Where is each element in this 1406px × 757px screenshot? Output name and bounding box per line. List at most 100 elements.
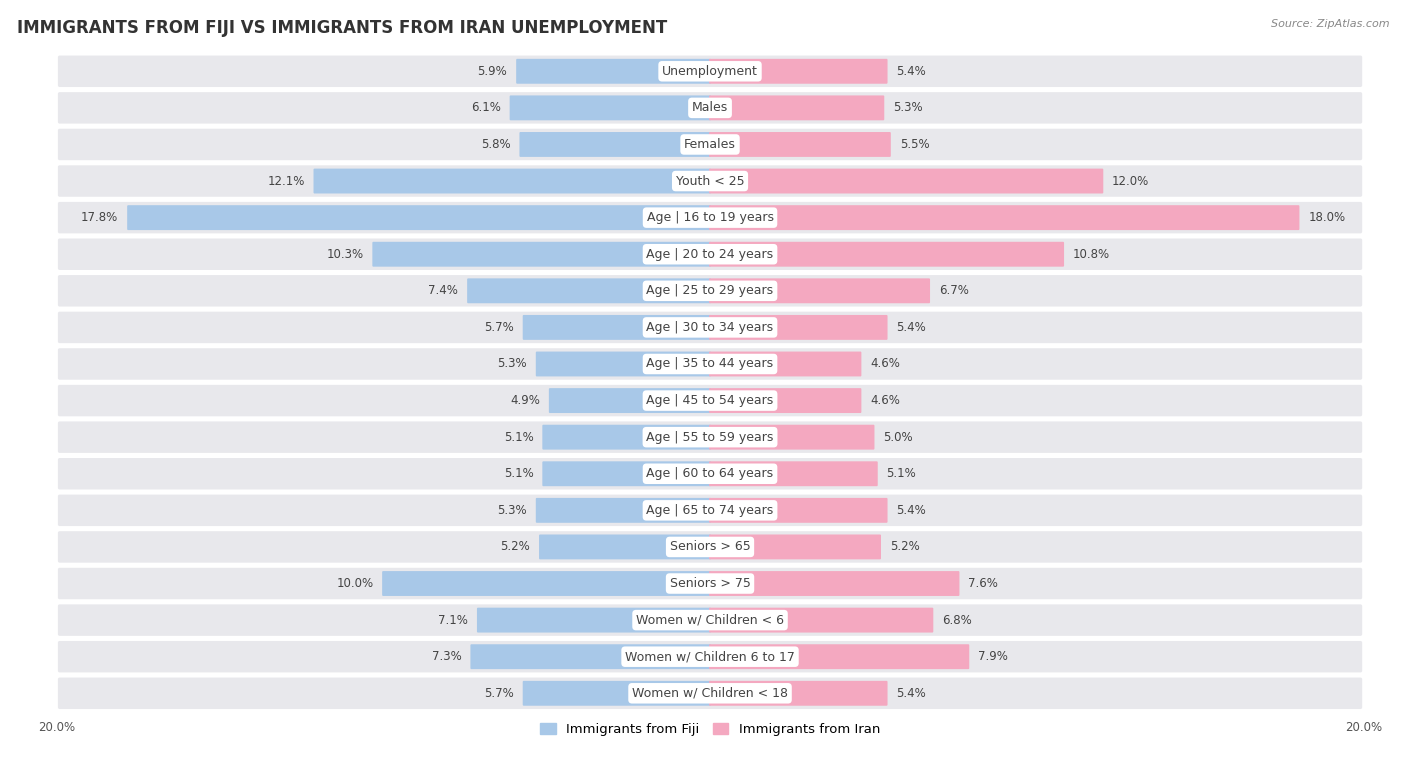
Text: Age | 16 to 19 years: Age | 16 to 19 years bbox=[647, 211, 773, 224]
FancyBboxPatch shape bbox=[58, 678, 1362, 709]
Text: 5.4%: 5.4% bbox=[897, 65, 927, 78]
Text: 5.4%: 5.4% bbox=[897, 504, 927, 517]
FancyBboxPatch shape bbox=[382, 571, 711, 596]
FancyBboxPatch shape bbox=[509, 95, 711, 120]
FancyBboxPatch shape bbox=[58, 604, 1362, 636]
FancyBboxPatch shape bbox=[471, 644, 711, 669]
Text: 5.1%: 5.1% bbox=[503, 431, 533, 444]
Text: IMMIGRANTS FROM FIJI VS IMMIGRANTS FROM IRAN UNEMPLOYMENT: IMMIGRANTS FROM FIJI VS IMMIGRANTS FROM … bbox=[17, 19, 666, 37]
FancyBboxPatch shape bbox=[314, 169, 711, 194]
FancyBboxPatch shape bbox=[58, 202, 1362, 233]
FancyBboxPatch shape bbox=[523, 681, 711, 706]
FancyBboxPatch shape bbox=[58, 568, 1362, 600]
Text: 5.8%: 5.8% bbox=[481, 138, 510, 151]
Text: Women w/ Children 6 to 17: Women w/ Children 6 to 17 bbox=[626, 650, 794, 663]
Text: 4.6%: 4.6% bbox=[870, 357, 900, 370]
FancyBboxPatch shape bbox=[709, 681, 887, 706]
Text: 5.7%: 5.7% bbox=[484, 321, 515, 334]
Text: Females: Females bbox=[685, 138, 735, 151]
Text: 17.8%: 17.8% bbox=[82, 211, 118, 224]
FancyBboxPatch shape bbox=[709, 425, 875, 450]
Text: Males: Males bbox=[692, 101, 728, 114]
FancyBboxPatch shape bbox=[58, 129, 1362, 160]
FancyBboxPatch shape bbox=[709, 498, 887, 523]
FancyBboxPatch shape bbox=[58, 385, 1362, 416]
FancyBboxPatch shape bbox=[58, 312, 1362, 343]
Text: Age | 20 to 24 years: Age | 20 to 24 years bbox=[647, 248, 773, 260]
FancyBboxPatch shape bbox=[709, 169, 1104, 194]
Text: Age | 55 to 59 years: Age | 55 to 59 years bbox=[647, 431, 773, 444]
Text: 5.4%: 5.4% bbox=[897, 321, 927, 334]
FancyBboxPatch shape bbox=[709, 571, 959, 596]
Text: Women w/ Children < 18: Women w/ Children < 18 bbox=[633, 687, 787, 699]
FancyBboxPatch shape bbox=[709, 95, 884, 120]
FancyBboxPatch shape bbox=[58, 92, 1362, 123]
Text: Age | 25 to 29 years: Age | 25 to 29 years bbox=[647, 285, 773, 298]
Text: Unemployment: Unemployment bbox=[662, 65, 758, 78]
Text: 5.3%: 5.3% bbox=[893, 101, 922, 114]
Text: 6.8%: 6.8% bbox=[942, 614, 972, 627]
FancyBboxPatch shape bbox=[543, 425, 711, 450]
Text: 7.1%: 7.1% bbox=[439, 614, 468, 627]
FancyBboxPatch shape bbox=[709, 205, 1299, 230]
FancyBboxPatch shape bbox=[516, 59, 711, 84]
Text: Age | 65 to 74 years: Age | 65 to 74 years bbox=[647, 504, 773, 517]
Text: 10.3%: 10.3% bbox=[326, 248, 364, 260]
Text: 10.0%: 10.0% bbox=[336, 577, 374, 590]
Text: 18.0%: 18.0% bbox=[1308, 211, 1346, 224]
Text: Seniors > 75: Seniors > 75 bbox=[669, 577, 751, 590]
FancyBboxPatch shape bbox=[536, 351, 711, 376]
Text: 5.1%: 5.1% bbox=[503, 467, 533, 480]
Text: 7.9%: 7.9% bbox=[979, 650, 1008, 663]
Text: Women w/ Children < 6: Women w/ Children < 6 bbox=[636, 614, 785, 627]
Text: 7.4%: 7.4% bbox=[429, 285, 458, 298]
Text: 6.1%: 6.1% bbox=[471, 101, 501, 114]
FancyBboxPatch shape bbox=[58, 55, 1362, 87]
FancyBboxPatch shape bbox=[58, 531, 1362, 562]
FancyBboxPatch shape bbox=[58, 641, 1362, 672]
FancyBboxPatch shape bbox=[709, 461, 877, 486]
FancyBboxPatch shape bbox=[523, 315, 711, 340]
Text: 5.3%: 5.3% bbox=[498, 504, 527, 517]
FancyBboxPatch shape bbox=[477, 608, 711, 633]
Text: 5.0%: 5.0% bbox=[883, 431, 912, 444]
FancyBboxPatch shape bbox=[373, 241, 711, 266]
Text: 5.4%: 5.4% bbox=[897, 687, 927, 699]
FancyBboxPatch shape bbox=[58, 422, 1362, 453]
FancyBboxPatch shape bbox=[519, 132, 711, 157]
Text: Age | 60 to 64 years: Age | 60 to 64 years bbox=[647, 467, 773, 480]
Text: 5.9%: 5.9% bbox=[478, 65, 508, 78]
FancyBboxPatch shape bbox=[58, 238, 1362, 270]
FancyBboxPatch shape bbox=[58, 275, 1362, 307]
FancyBboxPatch shape bbox=[538, 534, 711, 559]
Text: Age | 30 to 34 years: Age | 30 to 34 years bbox=[647, 321, 773, 334]
FancyBboxPatch shape bbox=[709, 388, 862, 413]
Text: 12.0%: 12.0% bbox=[1112, 175, 1149, 188]
Text: Age | 45 to 54 years: Age | 45 to 54 years bbox=[647, 394, 773, 407]
FancyBboxPatch shape bbox=[467, 279, 711, 304]
FancyBboxPatch shape bbox=[709, 644, 969, 669]
Text: 10.8%: 10.8% bbox=[1073, 248, 1109, 260]
Text: 4.6%: 4.6% bbox=[870, 394, 900, 407]
Text: Source: ZipAtlas.com: Source: ZipAtlas.com bbox=[1271, 19, 1389, 29]
FancyBboxPatch shape bbox=[58, 165, 1362, 197]
FancyBboxPatch shape bbox=[709, 59, 887, 84]
FancyBboxPatch shape bbox=[58, 458, 1362, 490]
Text: 7.3%: 7.3% bbox=[432, 650, 461, 663]
Text: 5.1%: 5.1% bbox=[887, 467, 917, 480]
Legend: Immigrants from Fiji, Immigrants from Iran: Immigrants from Fiji, Immigrants from Ir… bbox=[534, 718, 886, 741]
Text: 5.3%: 5.3% bbox=[498, 357, 527, 370]
Text: 12.1%: 12.1% bbox=[267, 175, 305, 188]
FancyBboxPatch shape bbox=[709, 534, 882, 559]
Text: 4.9%: 4.9% bbox=[510, 394, 540, 407]
Text: 5.2%: 5.2% bbox=[890, 540, 920, 553]
FancyBboxPatch shape bbox=[548, 388, 711, 413]
FancyBboxPatch shape bbox=[58, 348, 1362, 380]
FancyBboxPatch shape bbox=[709, 608, 934, 633]
Text: Age | 35 to 44 years: Age | 35 to 44 years bbox=[647, 357, 773, 370]
Text: 5.5%: 5.5% bbox=[900, 138, 929, 151]
Text: 5.7%: 5.7% bbox=[484, 687, 515, 699]
Text: Seniors > 65: Seniors > 65 bbox=[669, 540, 751, 553]
Text: Youth < 25: Youth < 25 bbox=[676, 175, 744, 188]
FancyBboxPatch shape bbox=[709, 315, 887, 340]
